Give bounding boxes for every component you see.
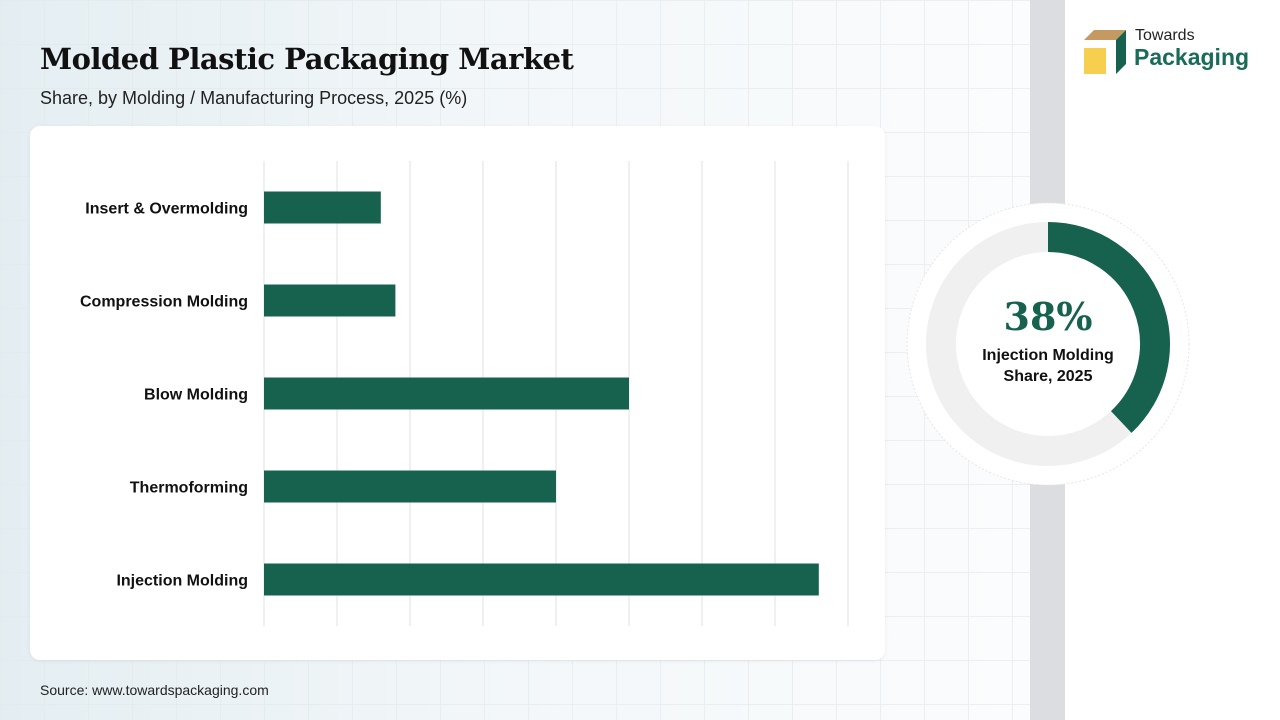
donut-value: 38% [1003,294,1093,339]
logo-icon [1084,30,1126,74]
category-label: Injection Molding [116,573,248,590]
donut-label-line2: Share, 2025 [1003,368,1093,385]
page-subtitle: Share, by Molding / Manufacturing Proces… [40,88,468,108]
donut-label-line1: Injection Molding [982,347,1114,364]
category-label: Insert & Overmolding [85,201,248,218]
bar-chart-card: Insert & Overmolding Compression Molding B… [30,126,885,660]
category-label: Thermoforming [130,480,248,497]
source-note: Source: www.towardspackaging.com [40,682,269,698]
logo-text-towards: Towards [1135,27,1195,44]
donut-chart [906,202,1190,486]
bar [264,191,381,224]
bar [264,377,629,410]
page-title: Molded Plastic Packaging Market [40,42,574,76]
donut-label: Injection Molding Share, 2025 [948,345,1148,387]
bar [264,284,396,317]
bar-chart: Insert & Overmolding Compression Molding B… [80,161,849,626]
bar [264,470,556,503]
bar [264,563,819,596]
category-label: Compression Molding [80,294,248,311]
category-label: Blow Molding [144,387,248,404]
donut-segment [1047,222,1170,433]
logo-text-packaging: Packaging [1134,44,1250,70]
